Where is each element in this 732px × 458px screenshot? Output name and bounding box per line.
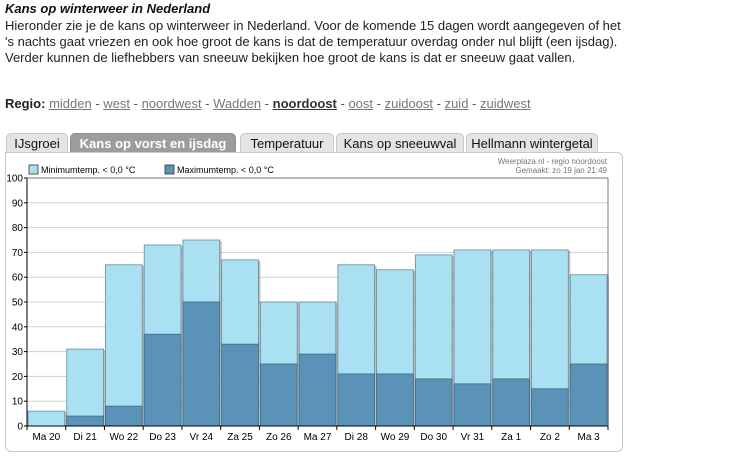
chart-credit-source: Weerplaza.nl - regio noordoost — [498, 157, 608, 166]
bar-max-temp — [337, 373, 376, 427]
regio-separator: - — [336, 96, 349, 111]
y-tick-label: 10 — [12, 397, 24, 408]
bar-max-temp — [66, 415, 104, 427]
regio-separator: - — [373, 96, 385, 111]
regio-separator: - — [261, 96, 273, 111]
legend-label-max: Maximumtemp. < 0,0 °C — [177, 165, 274, 175]
y-tick-label: 90 — [12, 198, 24, 209]
legend-swatch-max — [164, 164, 175, 175]
y-tick-label: 80 — [12, 223, 24, 234]
x-tick-label: Wo 22 — [109, 432, 138, 443]
tab-hellmann-wintergetal[interactable]: Hellmann wintergetal — [466, 133, 598, 153]
bar-max-temp — [105, 405, 143, 427]
regio-separator: - — [130, 96, 142, 111]
bar-chart: 0 10 20 30 40 50 60 70 80 90 100 Ma 20 Di 21 Wo 22 Do … — [6, 157, 609, 443]
x-tick-label: Za 25 — [227, 432, 253, 443]
bar-min-temp — [27, 410, 66, 427]
tab-kans-op-sneeuwval[interactable]: Kans op sneeuwval — [336, 133, 464, 153]
x-tick-label: Zo 2 — [540, 432, 560, 443]
x-tick-label: Zo 26 — [266, 432, 292, 443]
regio-link-midden[interactable]: midden — [49, 96, 92, 111]
x-tick-label: Di 21 — [73, 432, 97, 443]
bar-max-temp — [569, 363, 608, 427]
page-title: Kans op winterweer in Nederland — [5, 1, 211, 16]
y-tick-label: 0 — [17, 422, 23, 433]
y-tick-label: 30 — [12, 347, 24, 358]
y-tick-label: 20 — [12, 372, 24, 383]
y-tick-label: 60 — [12, 273, 24, 284]
bar-max-temp — [453, 383, 492, 427]
regio-separator: - — [468, 96, 480, 111]
regio-link-oost[interactable]: oost — [348, 96, 374, 111]
legend-label-min: Minimumtemp. < 0,0 °C — [41, 165, 136, 175]
regio-link-zuidwest[interactable]: zuidwest — [480, 96, 531, 111]
regio-link-west[interactable]: west — [103, 96, 131, 111]
tab-ijsgroei[interactable]: IJsgroei — [6, 133, 68, 153]
x-tick-label: Za 1 — [501, 432, 521, 443]
bar-max-temp — [414, 378, 453, 427]
bar-max-temp — [143, 333, 182, 427]
regio-link-wadden[interactable]: Wadden — [213, 96, 262, 111]
y-tick-label: 100 — [6, 174, 23, 185]
tab-temperatuur[interactable]: Temperatuur — [240, 133, 334, 153]
y-tick-label: 40 — [12, 322, 24, 333]
bar-max-temp — [221, 343, 259, 427]
intro-text: Hieronder zie je de kans op winterweer i… — [5, 18, 621, 65]
y-tick-label: 70 — [12, 248, 24, 259]
chart-credit-timestamp: Gemaakt: zo 19 jan 21:49 — [515, 166, 607, 175]
bar-max-temp — [492, 378, 530, 427]
bar-max-temp — [259, 363, 298, 427]
regio-separator: - — [201, 96, 214, 111]
bar-min-temp — [66, 348, 104, 427]
x-tick-label: Di 28 — [345, 432, 369, 443]
bar-max-temp — [531, 388, 569, 427]
x-tick-label: Vr 24 — [190, 432, 214, 443]
regio-link-zuidoost[interactable]: zuidoost — [384, 96, 434, 111]
x-tick-label: Do 23 — [149, 432, 176, 443]
regio-link-noordoost[interactable]: noordoost — [272, 96, 337, 111]
x-tick-label: Vr 31 — [461, 432, 485, 443]
chart-panel: 0 10 20 30 40 50 60 70 80 90 100 Ma 20 Di 21 Wo 22 Do … — [5, 152, 623, 452]
tab-kans-op-vorst-en-ijsdag[interactable]: Kans op vorst en ijsdag — [70, 133, 236, 153]
bar-min-temp — [105, 264, 143, 427]
regio-separator: - — [433, 96, 445, 111]
x-tick-label: Ma 20 — [32, 432, 60, 443]
regio-link-noordwest[interactable]: noordwest — [141, 96, 202, 111]
y-tick-label: 50 — [12, 298, 24, 309]
bar-max-temp — [182, 301, 221, 427]
regio-selector: Regio: midden - west - noordwest - Wadde… — [5, 96, 531, 111]
x-tick-label: Ma 3 — [578, 432, 601, 443]
legend-swatch-min — [28, 164, 39, 175]
x-tick-label: Ma 27 — [304, 432, 332, 443]
regio-link-zuid[interactable]: zuid — [444, 96, 469, 111]
regio-label: Regio: — [5, 96, 46, 111]
regio-separator: - — [91, 96, 104, 111]
bar-max-temp — [298, 353, 337, 427]
x-tick-label: Wo 29 — [381, 432, 410, 443]
x-tick-label: Do 30 — [420, 432, 447, 443]
bar-max-temp — [376, 373, 414, 427]
